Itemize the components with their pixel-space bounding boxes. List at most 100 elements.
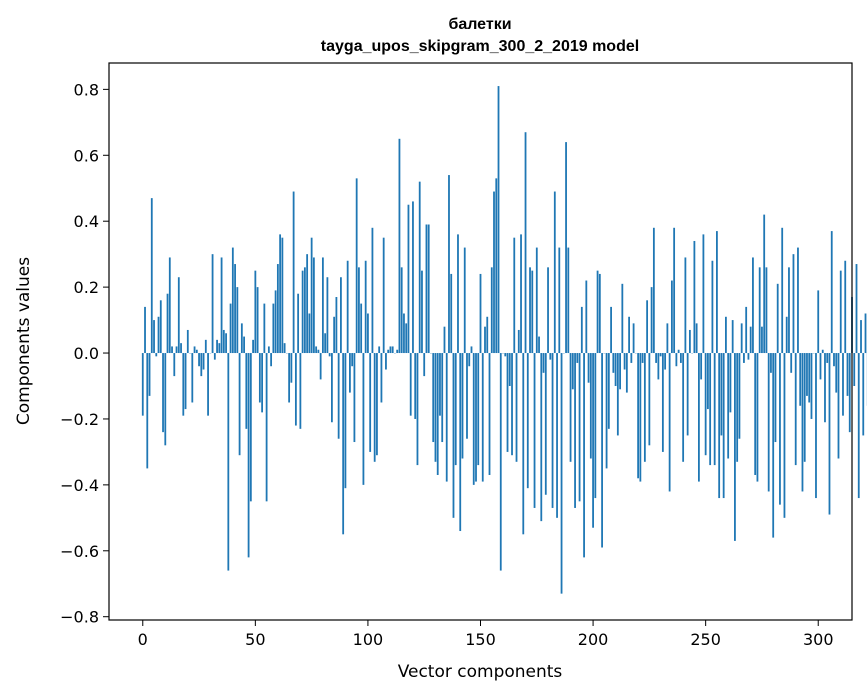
bar-283: [779, 353, 781, 505]
bar-203: [598, 273, 601, 354]
bar-150: [479, 273, 482, 354]
bar-269: [747, 353, 750, 360]
bar-72: [303, 267, 306, 354]
bar-296: [808, 353, 811, 403]
bar-184: [556, 353, 558, 518]
bar-125: [423, 353, 426, 377]
bar-138: [452, 353, 455, 518]
bar-224: [646, 300, 649, 354]
bar-2: [146, 353, 149, 469]
bar-290: [794, 353, 797, 466]
bar-171: [526, 353, 529, 489]
bar-232: [664, 353, 667, 370]
bar-159: [499, 353, 502, 571]
bar-172: [529, 267, 531, 354]
bar-97: [360, 303, 363, 354]
bar-252: [709, 353, 712, 466]
bar-271: [752, 257, 754, 354]
chart-title-line1: балетки: [448, 16, 511, 33]
bar-207: [607, 353, 610, 429]
bar-110: [389, 346, 392, 354]
bar-235: [670, 280, 673, 354]
bar-282: [776, 283, 779, 354]
bar-107: [382, 237, 385, 354]
bar-27: [202, 353, 205, 370]
bar-185: [558, 247, 561, 354]
bar-213: [621, 283, 624, 354]
bar-83: [328, 353, 331, 357]
bar-109: [387, 349, 390, 354]
bar-67: [292, 191, 295, 354]
bar-155: [490, 267, 493, 354]
bar-293: [801, 353, 804, 492]
bar-84: [331, 353, 333, 423]
bar-280: [772, 353, 775, 538]
bar-34: [218, 343, 221, 354]
bar-236: [673, 227, 676, 354]
bar-211: [616, 353, 619, 436]
bar-15: [175, 346, 178, 354]
bar-140: [457, 234, 459, 354]
bar-66: [290, 353, 293, 383]
bar-146: [470, 346, 473, 354]
bar-265: [738, 353, 741, 439]
bar-123: [418, 181, 421, 354]
bar-81: [324, 333, 327, 354]
bar-163: [508, 353, 511, 386]
bar-196: [583, 353, 585, 558]
bar-14: [173, 353, 176, 377]
bar-274: [758, 267, 761, 354]
bar-176: [538, 336, 540, 354]
bar-113: [396, 349, 399, 354]
bar-281: [774, 353, 777, 443]
bar-221: [639, 353, 642, 482]
bar-69: [297, 293, 300, 354]
bar-222: [641, 353, 644, 363]
bar-245: [693, 240, 696, 354]
bar-118: [407, 204, 410, 354]
bar-300: [817, 290, 820, 354]
x-axis-label: Vector components: [398, 662, 563, 682]
bar-58: [272, 303, 275, 354]
bar-39: [229, 303, 232, 354]
bar-220: [637, 353, 640, 479]
bar-164: [511, 353, 513, 456]
bar-62: [281, 237, 284, 354]
bar-36: [222, 329, 225, 354]
bar-24: [195, 349, 198, 354]
bar-23: [193, 346, 196, 354]
x-tick-label: 150: [465, 630, 496, 649]
bar-99: [364, 260, 367, 354]
y-tick-label: −0.2: [60, 410, 99, 429]
bar-237: [675, 353, 678, 367]
bar-162: [506, 353, 509, 452]
bar-317: [855, 264, 858, 354]
bar-47: [247, 353, 250, 558]
plot-frame: [108, 62, 853, 621]
bar-227: [652, 227, 655, 354]
bar-153: [486, 316, 489, 354]
bar-310: [839, 270, 842, 354]
bar-59: [274, 290, 277, 354]
bar-305: [828, 353, 831, 515]
bar-318: [857, 353, 860, 499]
bar-1: [144, 306, 146, 354]
y-tick-label: 0.4: [74, 212, 99, 231]
bar-154: [488, 353, 491, 475]
bar-144: [466, 353, 468, 439]
bar-48: [249, 353, 252, 502]
bar-256: [718, 353, 721, 499]
bar-246: [695, 323, 698, 354]
bar-145: [468, 353, 471, 367]
bar-33: [216, 339, 218, 354]
bar-130: [434, 353, 437, 462]
bar-42: [236, 287, 239, 354]
bar-134: [443, 326, 446, 354]
bar-45: [243, 336, 245, 354]
bar-68: [294, 353, 297, 426]
bar-253: [711, 260, 714, 354]
bar-242: [686, 353, 689, 436]
bar-233: [666, 323, 669, 354]
bar-90: [344, 353, 347, 489]
bar-167: [517, 329, 520, 354]
